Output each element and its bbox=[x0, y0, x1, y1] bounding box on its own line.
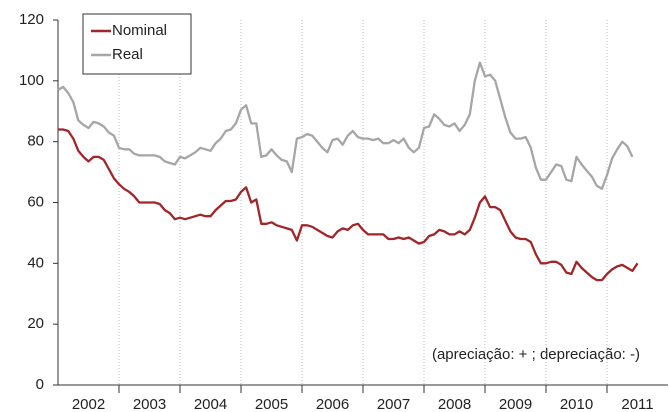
legend-label: Real bbox=[112, 46, 143, 63]
x-tick-label: 2006 bbox=[316, 396, 349, 412]
series-line bbox=[57, 61, 634, 190]
x-tick-label: 2002 bbox=[72, 396, 105, 412]
annotation: (apreciação: + ; depreciação: -) bbox=[432, 346, 640, 363]
x-tick-label: 2004 bbox=[194, 396, 227, 412]
y-tick-label: 40 bbox=[27, 254, 44, 271]
y-tick-label: 120 bbox=[19, 11, 44, 28]
legend-box bbox=[82, 13, 192, 75]
x-tick-label: 2003 bbox=[133, 396, 166, 412]
series-line bbox=[58, 128, 639, 282]
x-tick-label: 2005 bbox=[255, 396, 288, 412]
y-tick-label: 100 bbox=[19, 72, 44, 89]
x-tick-label: 2009 bbox=[499, 396, 532, 412]
y-tick-label: 80 bbox=[27, 133, 44, 150]
x-tick-label: 2010 bbox=[560, 396, 593, 412]
y-tick-label: 20 bbox=[27, 315, 44, 332]
y-tick-label: 60 bbox=[27, 193, 44, 210]
y-tick-label: 0 bbox=[36, 376, 44, 393]
x-tick-label: 2011 bbox=[621, 396, 653, 412]
x-tick-label: 2007 bbox=[377, 396, 410, 412]
legend-label: Nominal bbox=[112, 22, 167, 39]
x-tick-label: 2008 bbox=[438, 396, 471, 412]
